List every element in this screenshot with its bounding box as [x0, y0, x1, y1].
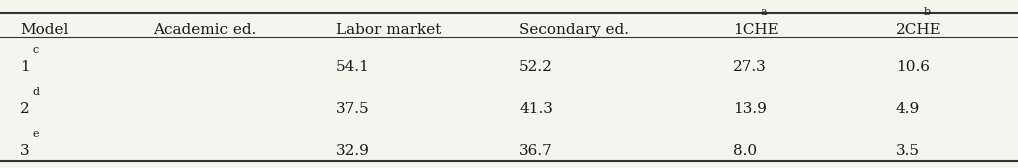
Text: 36.7: 36.7	[519, 144, 553, 158]
Text: 3.5: 3.5	[896, 144, 920, 158]
Text: Labor market: Labor market	[336, 23, 442, 37]
Text: 27.3: 27.3	[733, 60, 767, 74]
Text: b: b	[923, 7, 930, 17]
Text: Model: Model	[20, 23, 69, 37]
Text: a: a	[760, 7, 768, 17]
Text: 1: 1	[20, 60, 31, 74]
Text: 54.1: 54.1	[336, 60, 370, 74]
Text: Academic ed.: Academic ed.	[153, 23, 257, 37]
Text: e: e	[33, 129, 39, 139]
Text: d: d	[33, 87, 40, 97]
Text: 41.3: 41.3	[519, 102, 553, 116]
Text: 3: 3	[20, 144, 30, 158]
Text: 10.6: 10.6	[896, 60, 929, 74]
Text: 2: 2	[20, 102, 31, 116]
Text: 2CHE: 2CHE	[896, 23, 942, 37]
Text: 32.9: 32.9	[336, 144, 370, 158]
Text: Secondary ed.: Secondary ed.	[519, 23, 629, 37]
Text: 37.5: 37.5	[336, 102, 370, 116]
Text: 4.9: 4.9	[896, 102, 920, 116]
Text: 1CHE: 1CHE	[733, 23, 779, 37]
Text: 8.0: 8.0	[733, 144, 757, 158]
Text: 13.9: 13.9	[733, 102, 767, 116]
Text: c: c	[33, 45, 39, 55]
Text: 52.2: 52.2	[519, 60, 553, 74]
